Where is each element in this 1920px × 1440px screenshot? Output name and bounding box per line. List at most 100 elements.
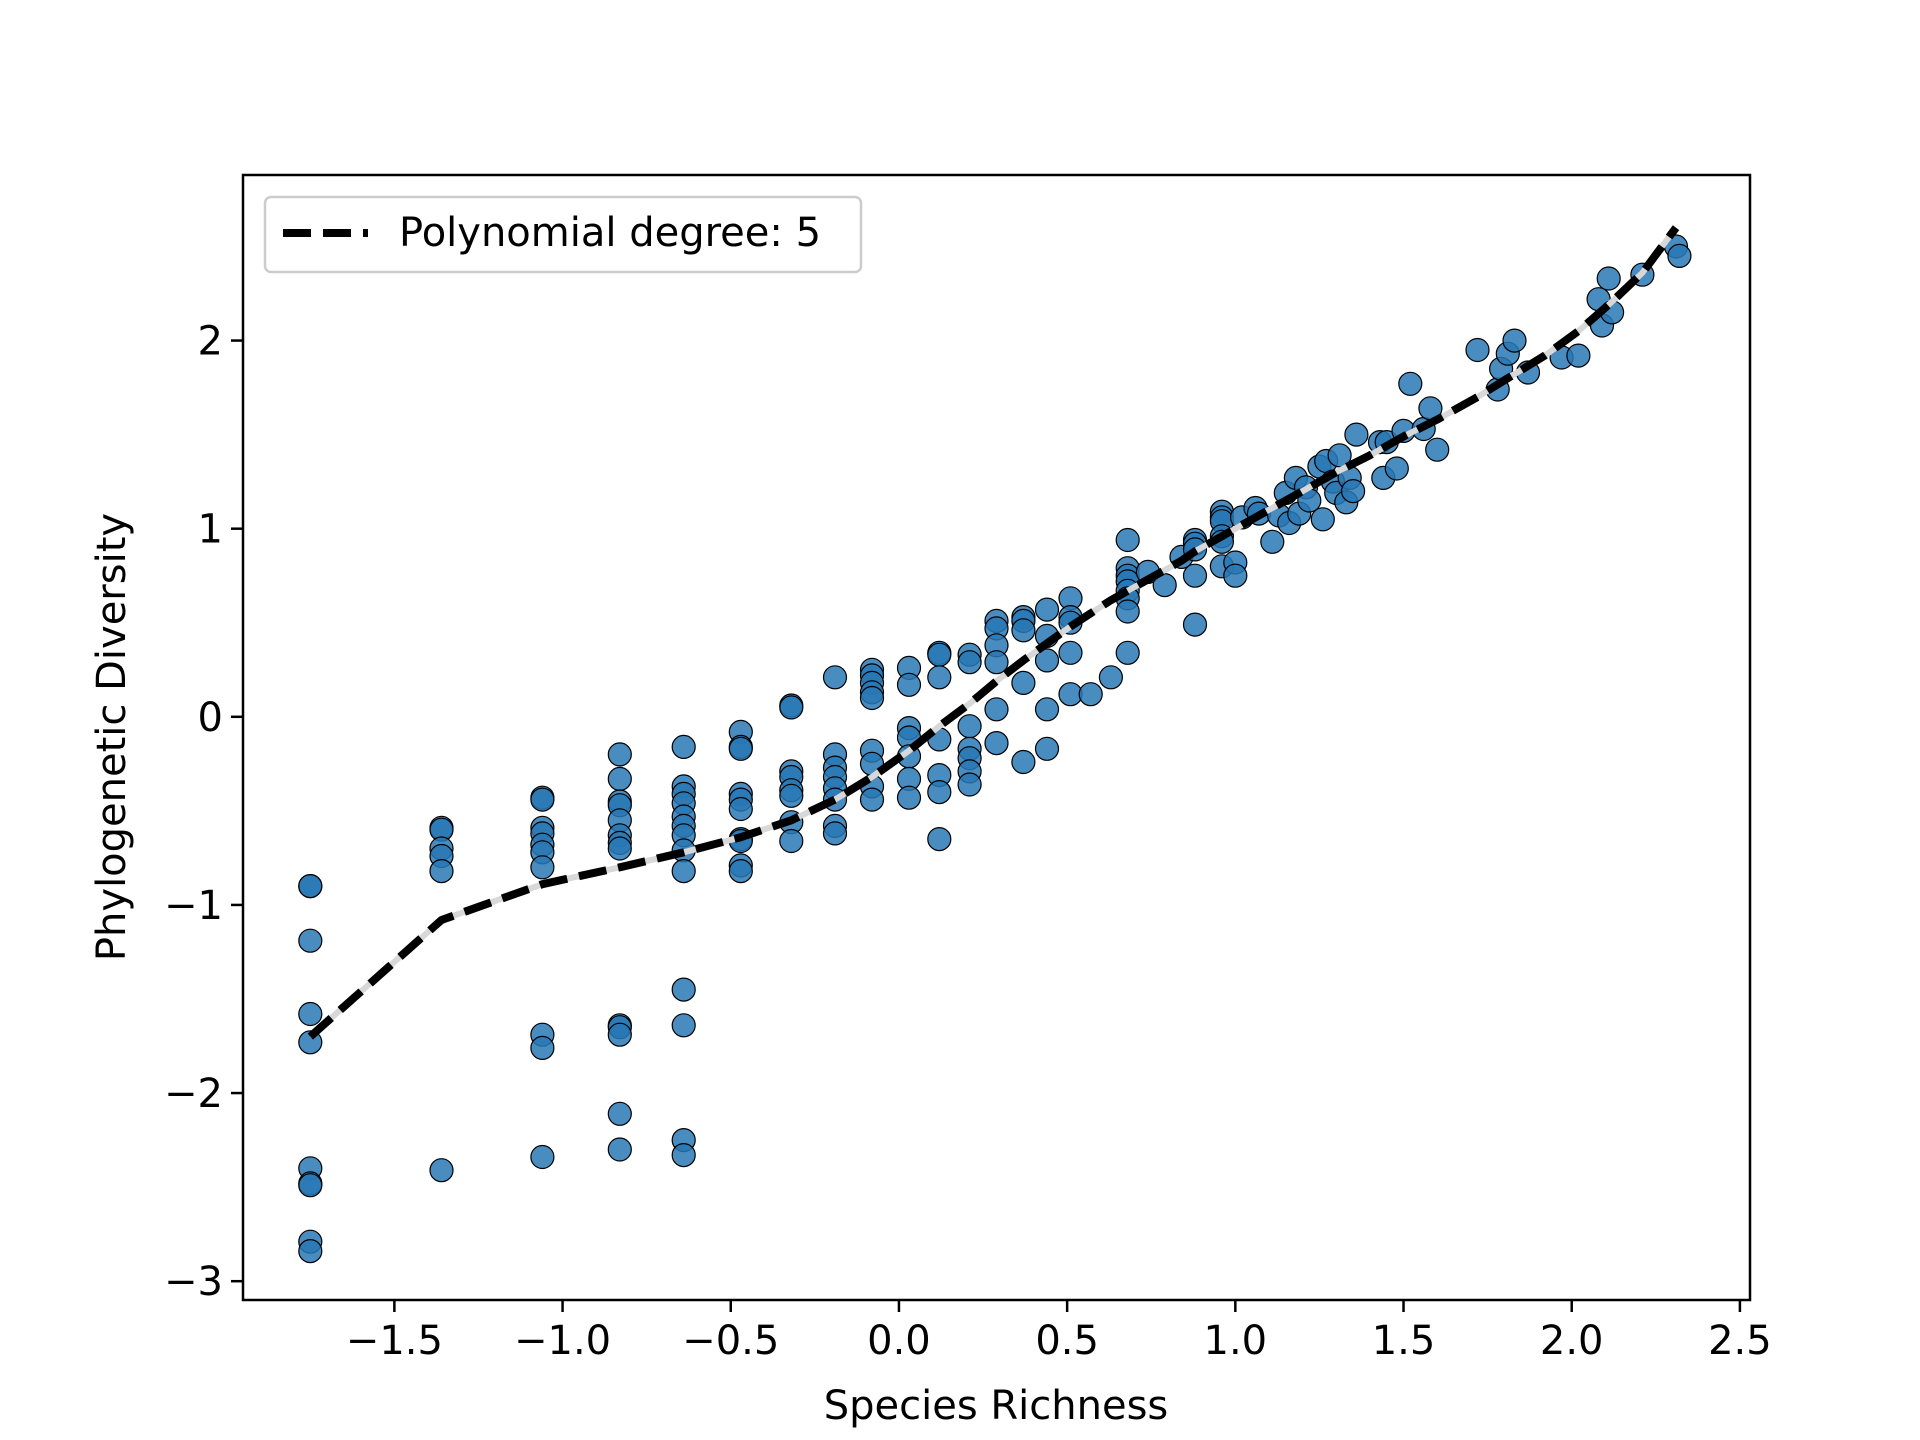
data-point [1344, 422, 1369, 447]
data-point [607, 766, 632, 792]
data-point [859, 787, 885, 812]
data-point [530, 787, 555, 812]
data-point [671, 977, 696, 1002]
data-point [1011, 670, 1036, 696]
legend: Polynomial degree: 5 [263, 195, 863, 274]
data-point [728, 796, 753, 822]
x-tick-label: 0.0 [867, 1318, 931, 1364]
polynomial-fit [307, 225, 1680, 1040]
x-tick-label: 0.5 [1035, 1318, 1099, 1364]
y-axis: −3 −2 −1 0 1 2 [164, 319, 243, 1305]
data-point [1327, 443, 1352, 468]
data-point [779, 695, 804, 720]
data-point [1260, 529, 1285, 554]
data-point [1502, 328, 1527, 353]
plot-frame [241, 173, 1752, 1302]
y-tick-label: −3 [164, 1259, 223, 1305]
data-point [779, 828, 804, 854]
data-point [530, 1144, 555, 1170]
data-point [298, 928, 323, 953]
data-point [298, 873, 323, 899]
data-point [671, 734, 696, 760]
data-point [1058, 682, 1083, 707]
data-point [298, 1001, 323, 1027]
x-axis: −1.5 −1.0 −0.5 0.0 0.5 1.0 1.5 2.0 2.5 [346, 1300, 1772, 1364]
data-point [1011, 749, 1036, 775]
legend-box [263, 195, 863, 274]
data-point [1425, 437, 1450, 462]
data-point [1011, 618, 1036, 643]
data-point [1078, 682, 1103, 707]
y-axis-label: Phylogenetic Diversity [89, 513, 135, 961]
data-point [530, 1035, 555, 1061]
data-point [1310, 507, 1335, 532]
data-point [1034, 697, 1060, 722]
data-point [984, 730, 1009, 756]
data-point [822, 821, 848, 846]
data-point [1182, 612, 1208, 637]
data-point [607, 742, 632, 767]
data-point [1115, 640, 1140, 665]
y-tick-label: 2 [198, 319, 223, 365]
data-point [607, 1137, 632, 1162]
x-tick-label: −0.5 [682, 1318, 779, 1364]
data-point [927, 779, 952, 805]
data-point [927, 665, 952, 690]
data-point [671, 858, 696, 884]
x-tick-label: 2.0 [1540, 1318, 1604, 1364]
scatter-points [298, 234, 1692, 1264]
y-tick-label: −2 [164, 1071, 223, 1117]
data-point [728, 858, 753, 884]
data-point [298, 1238, 323, 1264]
y-tick-label: −1 [164, 883, 223, 929]
data-point [859, 685, 885, 711]
data-point [429, 858, 454, 884]
data-point [1340, 479, 1366, 504]
data-point [927, 826, 952, 852]
data-point [1596, 266, 1621, 291]
data-point [1398, 371, 1423, 396]
data-point [984, 650, 1009, 675]
y-tick-label: 0 [198, 695, 223, 741]
data-point [957, 714, 982, 739]
x-tick-label: 1.0 [1204, 1318, 1268, 1364]
x-tick-label: −1.0 [514, 1318, 611, 1364]
data-point [1566, 343, 1591, 368]
data-point [298, 1173, 323, 1198]
legend-label: Polynomial degree: 5 [399, 210, 821, 256]
data-point [607, 1101, 632, 1126]
data-point [1384, 456, 1409, 481]
data-point [1034, 648, 1060, 673]
data-point [1034, 597, 1060, 622]
data-point [1058, 640, 1083, 665]
data-point [728, 736, 753, 761]
data-point [530, 855, 555, 880]
data-point [822, 665, 848, 690]
data-point [1034, 736, 1060, 761]
data-point [1667, 243, 1692, 268]
x-axis-label: Species Richness [824, 1383, 1169, 1429]
data-point [779, 783, 804, 808]
data-point [607, 1022, 632, 1047]
data-point [957, 772, 982, 797]
data-point [1115, 527, 1140, 553]
x-tick-label: 1.5 [1372, 1318, 1436, 1364]
x-tick-label: 2.5 [1708, 1318, 1772, 1364]
data-point [1223, 563, 1248, 588]
data-point [896, 672, 922, 697]
data-point [984, 697, 1009, 722]
data-point [896, 785, 922, 810]
data-point [429, 1158, 454, 1183]
data-point [1115, 599, 1140, 624]
data-point [1098, 665, 1124, 690]
data-point [1465, 337, 1490, 363]
data-point [1182, 563, 1208, 588]
data-point [671, 1013, 696, 1038]
data-point [957, 650, 982, 675]
data-point [607, 836, 632, 861]
x-tick-label: −1.5 [346, 1318, 443, 1364]
data-point [927, 642, 952, 667]
fit-line [307, 225, 1680, 1040]
y-tick-label: 1 [198, 507, 223, 553]
